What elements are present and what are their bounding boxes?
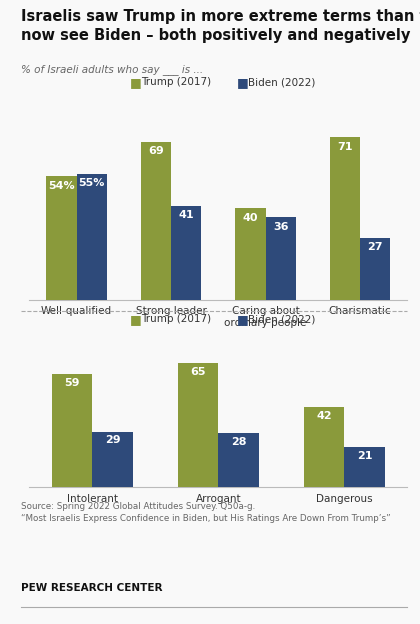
Text: PEW RESEARCH CENTER: PEW RESEARCH CENTER (21, 583, 163, 593)
Bar (330, 137, 360, 300)
Bar (52, 374, 92, 487)
Bar (77, 173, 107, 300)
Text: ■: ■ (237, 76, 249, 89)
Text: 21: 21 (357, 451, 372, 461)
Text: 36: 36 (273, 222, 289, 232)
Text: Biden (2022): Biden (2022) (248, 314, 315, 324)
Text: ■: ■ (130, 76, 142, 89)
Text: Trump (2017): Trump (2017) (141, 314, 211, 324)
Text: 27: 27 (368, 242, 383, 252)
Text: 55%: 55% (79, 178, 105, 188)
Text: 42: 42 (316, 411, 332, 421)
Text: 40: 40 (243, 213, 258, 223)
Text: 65: 65 (191, 367, 206, 377)
Bar (178, 363, 218, 487)
Bar (47, 176, 77, 300)
Text: 41: 41 (178, 210, 194, 220)
Bar (171, 206, 202, 300)
Text: 29: 29 (105, 436, 121, 446)
Bar (236, 208, 266, 300)
Bar (141, 142, 171, 300)
Bar (360, 238, 391, 300)
Text: 54%: 54% (48, 180, 75, 190)
Text: ■: ■ (237, 313, 249, 326)
Bar (304, 407, 344, 487)
Text: % of Israeli adults who say ___ is ...: % of Israeli adults who say ___ is ... (21, 64, 203, 74)
Bar (92, 432, 133, 487)
Text: 71: 71 (337, 142, 353, 152)
Text: Biden (2022): Biden (2022) (248, 77, 315, 87)
Text: ■: ■ (130, 313, 142, 326)
Text: 59: 59 (65, 378, 80, 388)
Text: 28: 28 (231, 437, 246, 447)
Text: 69: 69 (148, 146, 164, 156)
Bar (218, 434, 259, 487)
Bar (265, 217, 296, 300)
Text: Israelis saw Trump in more extreme terms than they
now see Biden – both positive: Israelis saw Trump in more extreme terms… (21, 9, 420, 43)
Bar (344, 447, 385, 487)
Text: Trump (2017): Trump (2017) (141, 77, 211, 87)
Text: Source: Spring 2022 Global Attitudes Survey. Q50a-g.
“Most Israelis Express Conf: Source: Spring 2022 Global Attitudes Sur… (21, 502, 391, 523)
